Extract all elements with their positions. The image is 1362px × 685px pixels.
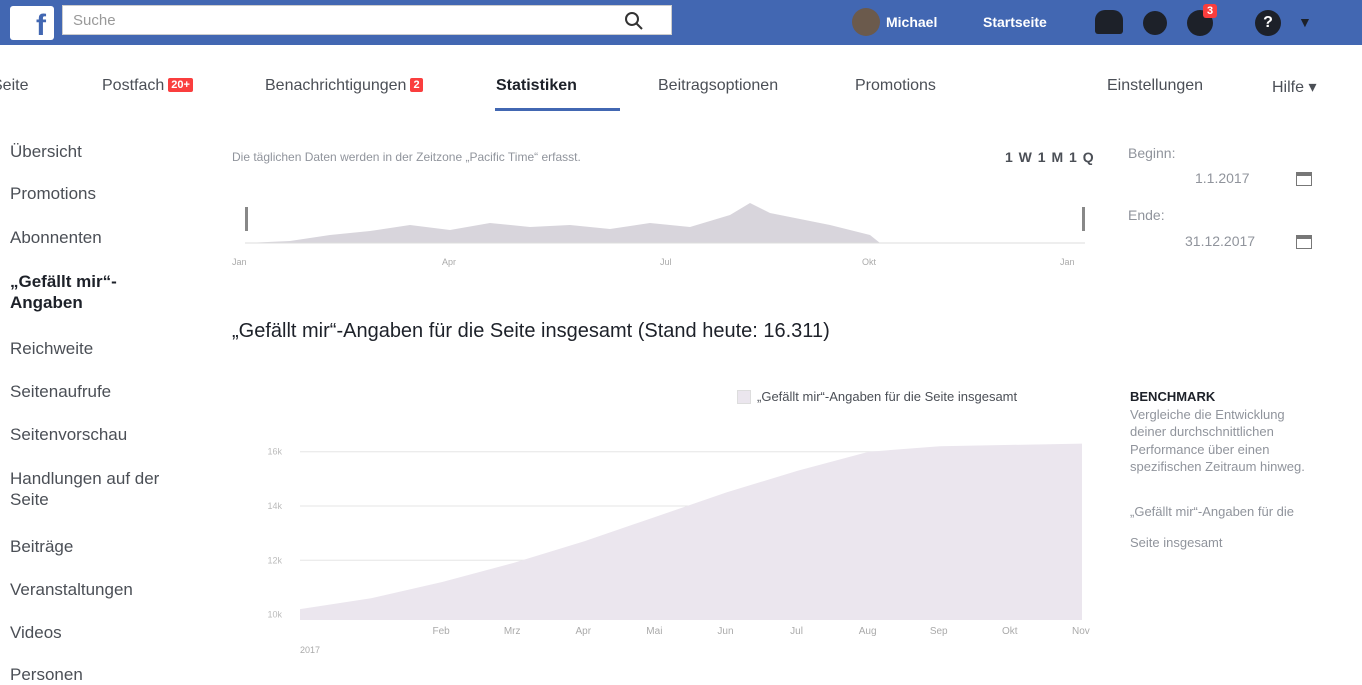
x-year-label: 2017: [300, 645, 320, 655]
y-tick-label: 14k: [267, 501, 282, 511]
y-tick-label: 12k: [267, 555, 282, 565]
notification-badge: 3: [1203, 4, 1217, 18]
y-tick-label: 16k: [267, 447, 282, 457]
page-body: f Suche Michael Startseite 3 ? ▼ SeitePo…: [0, 0, 1362, 678]
calendar-icon[interactable]: [1296, 235, 1312, 249]
y-tick-label: 10k: [267, 610, 282, 620]
messages-icon[interactable]: [1143, 11, 1167, 35]
benchmark-text: Vergleiche die Entwicklung deiner durchs…: [1130, 406, 1315, 476]
x-tick-label: Aug: [859, 626, 877, 637]
benchmark-metric[interactable]: „Gefällt mir“-Angaben für die Seite insg…: [1130, 496, 1310, 558]
help-tab[interactable]: Hilfe ▾: [1272, 77, 1316, 97]
x-tick-label: Sep: [930, 626, 948, 637]
likes-chart: 10k 12k 14k 16k Feb Mrz Apr Mai Jun Jul Aug Sep Okt N…: [0, 0, 1110, 678]
x-tick-label: Nov: [1072, 626, 1090, 637]
x-tick-label: Jul: [790, 626, 803, 637]
calendar-icon[interactable]: [1296, 172, 1312, 186]
start-date[interactable]: 1.1.2017: [1195, 170, 1250, 186]
end-label: Ende:: [1128, 207, 1165, 223]
settings-tab[interactable]: Einstellungen: [1107, 77, 1203, 95]
help-icon[interactable]: ?: [1255, 10, 1281, 36]
x-tick-label: Apr: [575, 626, 591, 637]
area: [300, 444, 1082, 620]
account-menu[interactable]: ▼: [1298, 14, 1312, 30]
x-tick-label: Mai: [646, 626, 662, 637]
page: Statistiken { "header": {"search_placeho…: [0, 0, 1362, 678]
start-label: Beginn:: [1128, 145, 1175, 161]
benchmark-panel: BENCHMARK Vergleiche die Entwicklung dei…: [1130, 388, 1315, 558]
x-tick-label: Okt: [1002, 626, 1018, 637]
benchmark-title: BENCHMARK: [1130, 388, 1315, 406]
end-date[interactable]: 31.12.2017: [1185, 233, 1255, 249]
x-tick-label: Feb: [432, 626, 450, 637]
x-tick-label: Mrz: [504, 626, 521, 637]
x-tick-label: Jun: [717, 626, 733, 637]
